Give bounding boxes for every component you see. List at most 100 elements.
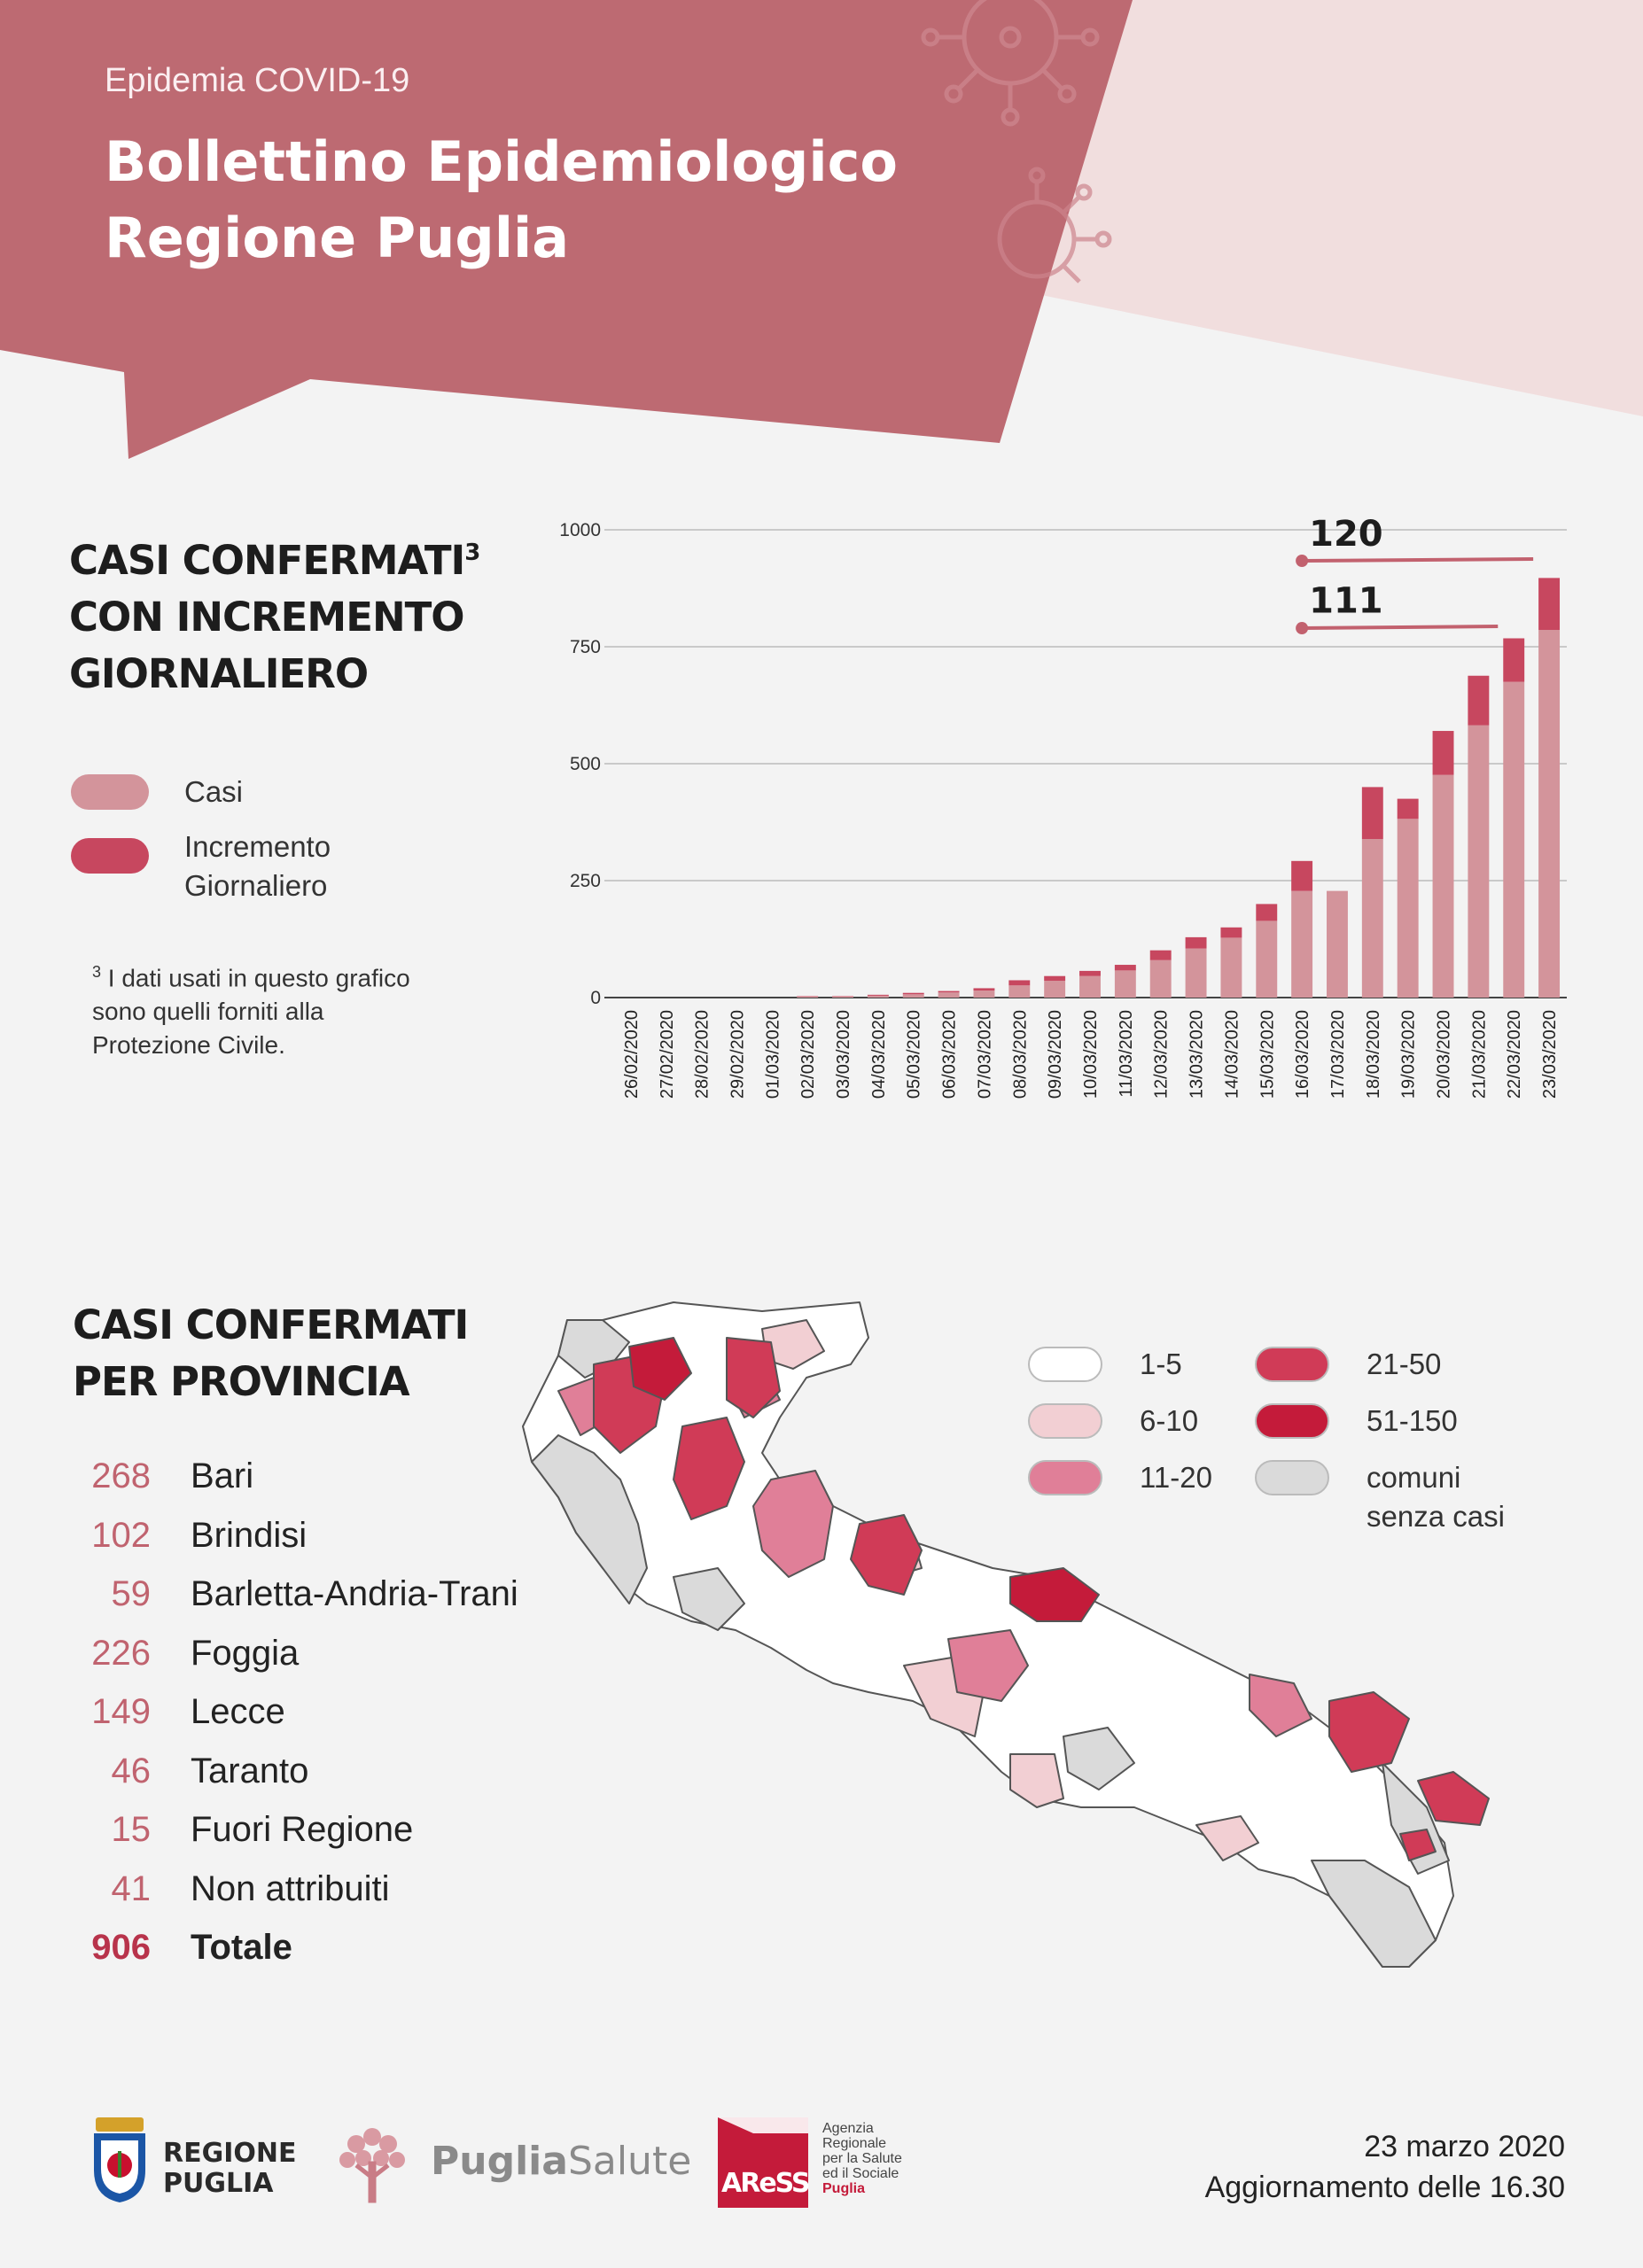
chart-title-line2: CON INCREMENTO [69,594,465,641]
x-tick-label: 10/03/2020 [1081,1010,1101,1099]
bar-casi [1291,890,1313,998]
map-legend-swatch-no-cases [1255,1460,1329,1495]
footnote-sup: 3 [92,963,102,981]
regione-puglia-logo-line2: PUGLIA [163,2168,274,2199]
x-tick-label: 16/03/2020 [1293,1010,1312,1099]
province-title-line2: PER PROVINCIA [73,1358,410,1405]
bar-incremento [1185,936,1207,949]
bar-casi [902,994,924,998]
bar-incremento [1397,798,1419,819]
map-legend-label-51-150: 51-150 [1367,1404,1458,1437]
province-row: 59 Barletta-Andria-Trani [71,1574,567,1627]
bar-casi [1468,725,1490,998]
province-name: Taranto [191,1751,309,1790]
x-tick-label: 21/03/2020 [1469,1010,1489,1099]
province-name: Fuori Regione [191,1810,414,1849]
bar-casi [1008,985,1031,998]
bar-casi [1397,819,1419,998]
province-name: Totale [191,1928,292,1967]
bar-incremento [1008,980,1031,986]
annotation-dot [1296,622,1309,635]
footnote-line2: sono quelli forniti alla [92,998,324,1026]
virus-icon [921,0,1100,127]
legend-label-incremento: Incremento Giornaliero [184,827,331,905]
aress-caption-line1: Agenzia [822,2121,874,2136]
x-tick-label: 15/03/2020 [1258,1010,1277,1099]
map-legend-swatch-6-10 [1028,1403,1102,1439]
bar-casi [1503,681,1525,998]
bar-casi [973,990,995,998]
province-name: Lecce [191,1692,285,1731]
x-tick-label: 07/03/2020 [975,1010,994,1099]
province-cases-value: 41 [111,1868,152,1908]
x-tick-label: 20/03/2020 [1435,1010,1454,1099]
puglia-salute-tree-icon [339,2128,405,2203]
aress-caption-line3: per la Salute [822,2151,902,2166]
bar-casi [867,995,889,998]
map-area-pink-light-3 [1195,1815,1259,1861]
x-tick-label: 06/03/2020 [940,1010,960,1099]
header-subtitle: Epidemia COVID-19 [105,62,410,99]
bar-casi [1432,774,1454,998]
bar-casi [1361,839,1383,998]
bar-incremento [1432,731,1454,775]
header-banner [0,0,1643,459]
map-area-pink-light-4 [1009,1753,1064,1808]
legend-swatch-casi [71,774,149,810]
province-row: 15 Fuori Regione [71,1810,567,1863]
x-tick-label: 09/03/2020 [1046,1010,1065,1099]
x-tick-label: 01/03/2020 [763,1010,783,1099]
x-tick-label: 22/03/2020 [1505,1010,1524,1099]
bar-casi [938,992,960,998]
bar-incremento [867,994,889,996]
aress-caption-line5: Puglia [822,2181,866,2196]
legend-label-incremento-line1: Incremento [184,830,331,863]
province-cases-value: 59 [111,1574,152,1613]
province-row: 149 Lecce [71,1692,567,1745]
annotation-dot [1296,555,1309,568]
map-legend-swatch-21-50 [1255,1347,1329,1382]
map-legend-label-1-5: 1-5 [1140,1348,1182,1380]
map-area-red-foggia-3 [726,1337,781,1418]
map-area-pink-mid-2 [947,1629,1029,1702]
bar-incremento [1114,965,1136,971]
bar-incremento [938,990,960,993]
bar-casi [1220,937,1242,998]
bulletin-date: 23 marzo 2020 [1364,2130,1565,2163]
footer-date-block: 23 marzo 2020 Aggiornamento delle 16.30 [1205,2126,1565,2208]
aress-logo-badge: AReSS [718,2117,811,2208]
bar-incremento [1361,787,1383,840]
bar-incremento [832,996,853,997]
bar-incremento [1079,970,1101,976]
legend-swatch-incremento [71,838,149,874]
aress-logo-badge-text: AReSS [721,2168,811,2199]
x-tick-label: 27/02/2020 [658,1010,677,1099]
bar-casi [1114,970,1136,998]
province-cases-value: 268 [91,1456,151,1495]
x-tick-label: 02/03/2020 [798,1010,818,1099]
y-tick-label: 250 [570,871,601,891]
header-dark-shape [0,0,1133,459]
x-tick-label: 12/03/2020 [1152,1010,1172,1099]
x-tick-label: 13/03/2020 [1187,1010,1207,1099]
x-tick-label: 23/03/2020 [1540,1010,1560,1099]
y-tick-label: 750 [570,637,601,657]
annotation-label: 120 [1309,514,1383,555]
x-tick-label: 11/03/2020 [1117,1010,1136,1098]
bar-incremento [1538,578,1561,630]
map-area-grey-west [531,1434,648,1604]
legend-label-incremento-line2: Giornaliero [184,869,328,902]
map-legend-label-no-cases-line2: senza casi [1367,1500,1505,1533]
province-cases-value: 906 [91,1928,151,1967]
x-tick-label: 28/02/2020 [693,1010,712,1099]
map-area-grey-mid [673,1567,745,1631]
bar-casi [1256,920,1278,998]
map-legend-swatch-1-5 [1028,1347,1102,1382]
province-name: Barletta-Andria-Trani [191,1574,518,1613]
map-area-pink-mid-1 [752,1470,834,1578]
chart-section-title: CASI CONFERMATI3 CON INCREMENTO GIORNALI… [69,524,480,703]
bar-casi [1149,959,1172,998]
province-name: Non attribuiti [191,1868,390,1908]
province-cases-value: 102 [91,1515,151,1555]
puglia-salute-logo-text: PugliaSalute [431,2139,691,2184]
